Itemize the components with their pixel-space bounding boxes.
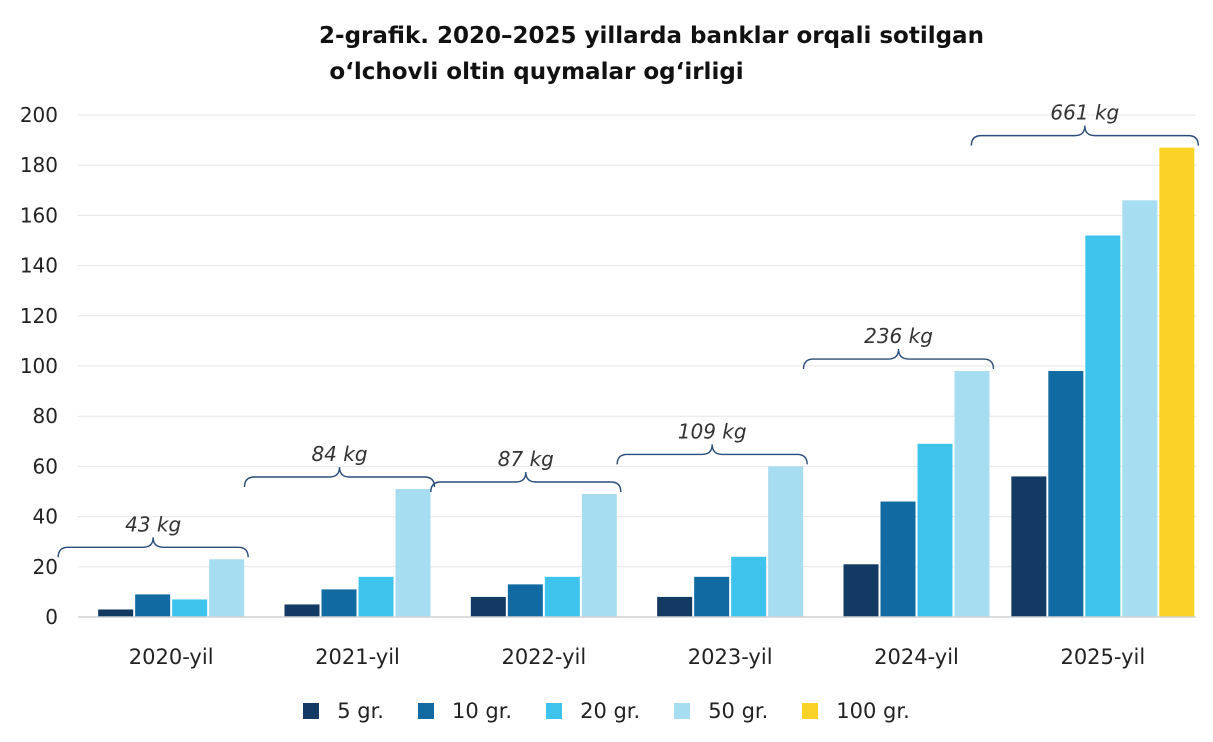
bar-2023-yil-50gr [768,466,804,617]
legend-item: 20 gr. [546,699,640,723]
bar-2024-yil-10gr [880,501,916,617]
group-total-label: 43 kg [125,512,181,536]
group-bracket [802,348,995,370]
bars [98,147,1195,618]
y-tick-label: 0 [45,605,58,629]
y-tick-label: 60 [33,454,58,478]
bar-2021-yil-20gr [358,576,394,617]
legend-item: 5 gr. [303,699,384,723]
bar-2022-yil-20gr [544,576,580,617]
group-total-label: 84 kg [311,442,367,466]
bar-2023-yil-20gr [731,556,767,617]
x-category-label: 2023-yil [688,645,773,669]
legend-item: 100 gr. [802,699,910,723]
bar-2023-yil-5gr [657,596,693,617]
chart-title-line1: 2-grafik. 2020–2025 yillarda banklar orq… [319,23,984,49]
y-tick-label: 40 [33,505,58,529]
bar-2024-yil-20gr [917,443,953,617]
y-tick-label: 160 [20,203,58,227]
x-category-label: 2024-yil [874,645,959,669]
bar-2021-yil-10gr [321,589,357,617]
legend-swatch [546,703,563,719]
y-tick-label: 120 [20,304,58,328]
bar-2021-yil-50gr [395,488,431,617]
y-tick-label: 80 [33,404,58,428]
gridlines [78,114,1196,568]
y-tick-label: 20 [33,555,58,579]
bar-2025-yil-10gr [1048,371,1084,617]
y-tick-label: 180 [20,153,58,177]
legend-label: 20 gr. [580,699,641,723]
bar-2025-yil-20gr [1085,235,1121,618]
x-category-label: 2020-yil [129,645,214,669]
chart-title: 2-grafik. 2020–2025 yillarda banklar orq… [0,18,1213,90]
bar-2024-yil-5gr [843,564,879,617]
legend-item: 50 gr. [674,699,768,723]
bar-2020-yil-20gr [172,599,208,617]
legend-label: 50 gr. [708,699,769,723]
group-brackets: 43 kg 84 kg 87 kg 109 kg 236 kg 661 kg [57,101,1200,558]
bar-2022-yil-5gr [470,596,506,617]
group-bracket [57,537,249,558]
group-bracket [243,466,436,488]
group-bracket [430,471,622,493]
bar-2021-yil-5gr [284,604,320,617]
chart-title-line2: o‘lchovli oltin quymalar og‘irligi [329,59,744,85]
legend-swatch [303,703,320,719]
bar-2024-yil-50gr [954,371,990,617]
group-total-label: 87 kg [498,447,554,471]
legend-item: 10 gr. [417,699,513,723]
bar-2022-yil-10gr [507,584,543,617]
bar-2020-yil-50gr [209,559,245,617]
x-category-label: 2021-yil [315,645,400,669]
legend: 5 gr. 10 gr. 20 gr. 50 gr. 100 gr. [0,695,1213,727]
bar-2022-yil-50gr [581,494,617,617]
legend-swatch [802,703,819,719]
bar-2025-yil-100gr [1159,147,1195,617]
x-axis-categories: 2020-yil 2021-yil 2022-yil 2023-yil 2024-yil… [129,645,1145,669]
bar-2025-yil-5gr [1011,476,1047,617]
bar-2023-yil-10gr [694,576,730,617]
y-tick-label: 100 [20,354,58,378]
y-tick-label: 200 [20,103,58,127]
legend-label: 5 gr. [337,699,384,723]
x-category-label: 2025-yil [1060,645,1145,669]
legend-swatch [417,703,434,719]
bar-2020-yil-5gr [98,609,134,617]
legend-label: 100 gr. [836,699,910,723]
legend-swatch [674,703,691,719]
y-axis-ticks: 0 20 40 60 80 100 120 140 160 180 200 [20,103,58,629]
bar-2020-yil-10gr [135,594,171,617]
group-total-label: 109 kg [678,419,747,443]
group-total-label: 661 kg [1050,101,1119,125]
x-category-label: 2022-yil [501,645,586,669]
bar-2025-yil-50gr [1122,200,1158,617]
group-total-label: 236 kg [864,324,933,348]
y-tick-label: 140 [20,254,58,278]
group-bracket [970,125,1200,146]
legend-label: 10 gr. [451,699,513,723]
group-bracket [616,444,808,465]
